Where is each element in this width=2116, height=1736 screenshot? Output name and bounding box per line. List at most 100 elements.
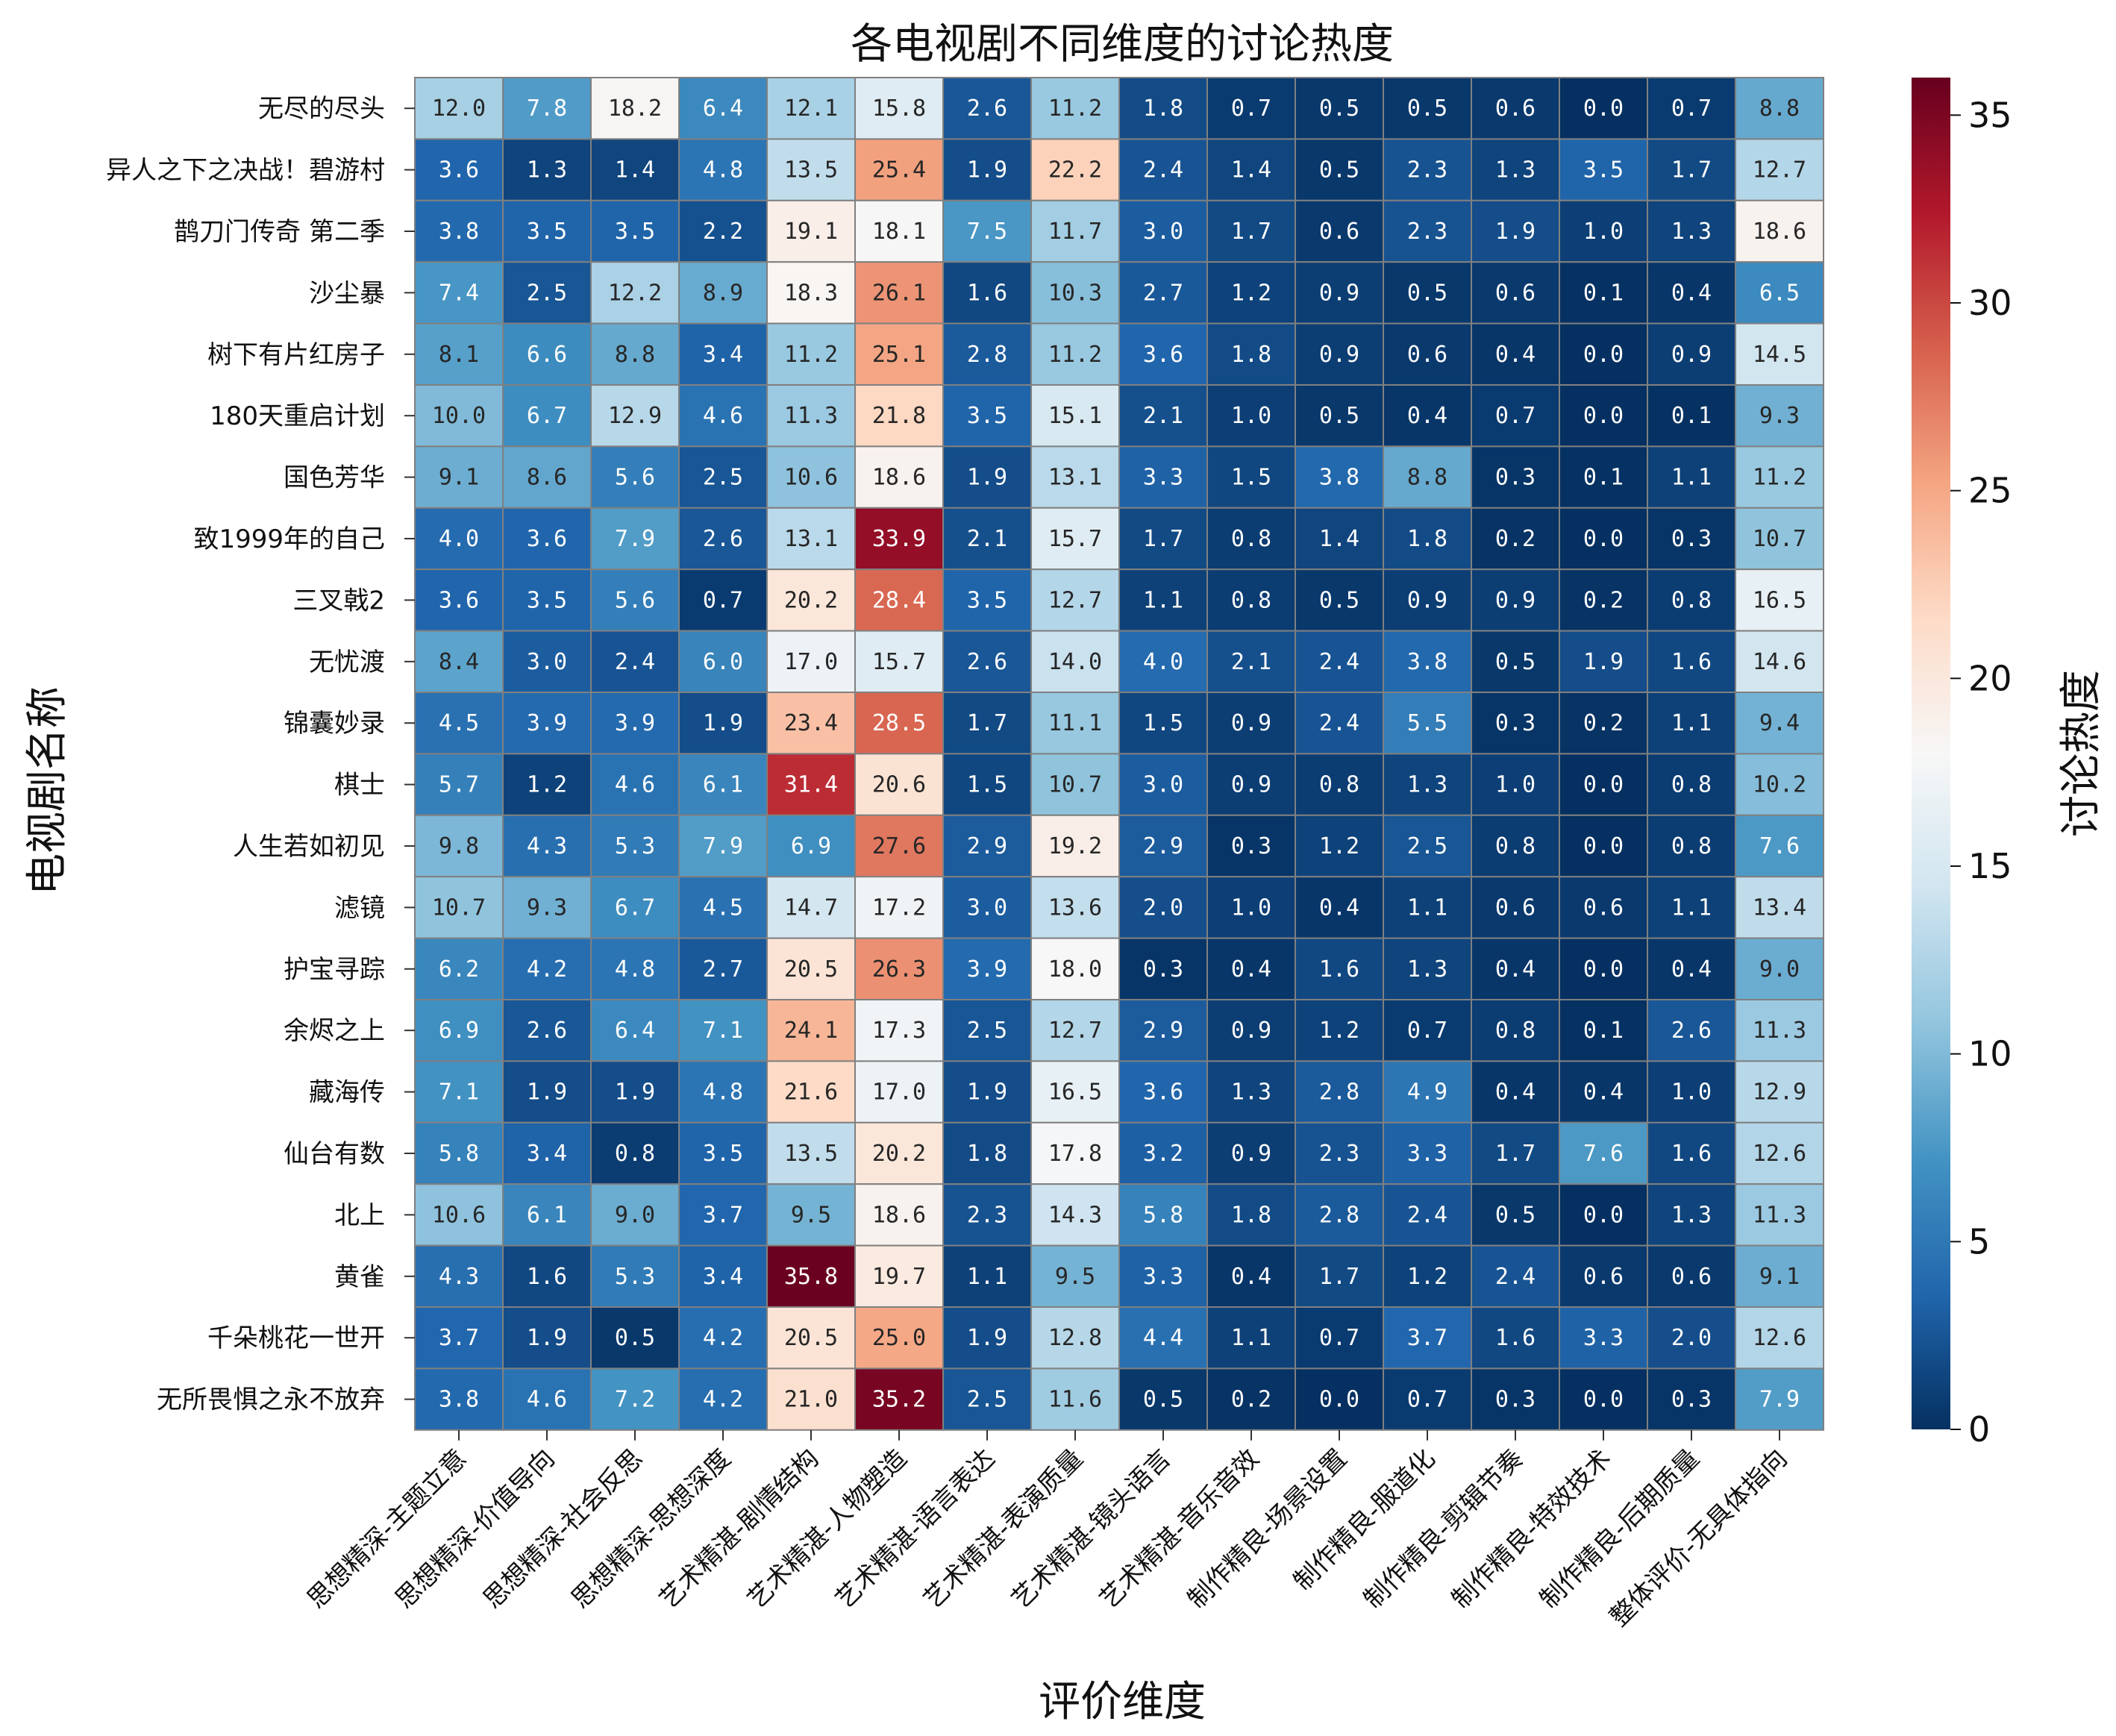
- heatmap-cell: [854, 322, 944, 386]
- cell-value-label: 19.1: [784, 219, 838, 245]
- heatmap-cell: [1118, 1183, 1208, 1247]
- heatmap-cell: [942, 814, 1032, 878]
- row-label: 滤镜: [334, 893, 385, 923]
- cell-value-label: 0.6: [1407, 342, 1447, 368]
- heatmap-cell: [1471, 261, 1560, 325]
- heatmap-cell: [766, 753, 856, 816]
- cell-value-label: 16.5: [1753, 587, 1806, 613]
- heatmap-cell: [1206, 1244, 1296, 1308]
- cell-value-label: 0.6: [1319, 219, 1359, 245]
- cell-value-label: 0.0: [1583, 772, 1624, 798]
- heatmap-cell: [854, 77, 944, 140]
- cell-value-label: 20.6: [872, 772, 926, 798]
- cell-value-label: 2.9: [1143, 1018, 1183, 1044]
- cell-value-label: 3.9: [527, 710, 567, 736]
- cell-value-label: 8.1: [439, 342, 479, 368]
- cell-value-label: 0.4: [1407, 403, 1447, 429]
- heatmap-cell: [1118, 876, 1208, 939]
- heatmap-cell: [942, 445, 1032, 509]
- cell-value-label: 17.2: [872, 894, 926, 921]
- heatmap-cell: [590, 692, 680, 755]
- column-label: 思想精深-价值导向: [389, 1444, 560, 1614]
- heatmap-cell: [1471, 138, 1560, 201]
- cell-value-label: 2.4: [1407, 1202, 1447, 1228]
- heatmap-cell: [854, 876, 944, 939]
- cell-value-label: 1.6: [527, 1264, 567, 1290]
- cell-value-label: 2.0: [1143, 894, 1183, 921]
- cell-value-label: 11.6: [1048, 1387, 1102, 1413]
- cell-value-label: 0.4: [1495, 342, 1536, 368]
- cell-value-label: 0.4: [1495, 956, 1536, 983]
- cell-value-label: 7.9: [615, 526, 655, 552]
- cell-value-label: 1.9: [703, 710, 743, 736]
- heatmap-cell: [678, 138, 768, 201]
- cell-value-label: 0.3: [1495, 1387, 1536, 1413]
- row-label: 鹊刀门传奇 第二季: [174, 217, 385, 247]
- cell-value-label: 4.5: [439, 710, 479, 736]
- cell-value-label: 2.5: [967, 1387, 1007, 1413]
- cell-value-label: 12.6: [1753, 1325, 1806, 1351]
- heatmap-cell: [1735, 1121, 1824, 1185]
- cell-value-label: 6.2: [439, 956, 479, 983]
- heatmap-cell: [1118, 507, 1208, 571]
- heatmap-cell: [854, 138, 944, 201]
- cell-value-label: 6.4: [615, 1018, 655, 1044]
- cell-value-label: 11.2: [1753, 465, 1806, 491]
- heatmap-cell: [590, 445, 680, 509]
- heatmap-cell: [766, 1060, 856, 1124]
- cell-value-label: 8.8: [1407, 465, 1447, 491]
- row-label: 无忧渡: [309, 648, 385, 677]
- cell-value-label: 1.7: [1143, 526, 1183, 552]
- cell-value-label: 14.6: [1753, 649, 1806, 675]
- cell-value-label: 21.8: [872, 403, 926, 429]
- cell-value-label: 0.8: [1671, 772, 1712, 798]
- heatmap-cell: [414, 814, 504, 878]
- cell-value-label: 11.1: [1048, 710, 1102, 736]
- cell-value-label: 1.0: [1231, 894, 1271, 921]
- heatmap-cell: [414, 568, 504, 632]
- row-label: 余烬之上: [284, 1016, 385, 1046]
- cell-value-label: 0.7: [1319, 1325, 1359, 1351]
- cell-value-label: 20.2: [784, 587, 838, 613]
- heatmap-cell: [1559, 1183, 1648, 1247]
- cell-value-label: 4.3: [439, 1264, 479, 1290]
- heatmap-cell: [502, 814, 592, 878]
- cell-value-label: 4.8: [703, 157, 743, 184]
- heatmap-cell: [1030, 199, 1120, 263]
- cell-value-label: 1.2: [1231, 280, 1271, 306]
- colorbar-label: 讨论热度: [2057, 670, 2106, 837]
- heatmap-cell: [1118, 1367, 1208, 1431]
- cell-value-label: 13.5: [784, 157, 838, 184]
- heatmap-cell: [502, 1306, 592, 1370]
- heatmap-cell: [1030, 77, 1120, 140]
- cell-value-label: 4.8: [615, 956, 655, 983]
- heatmap-cell: [678, 1367, 768, 1431]
- colorbar-tick-label: 15: [1968, 846, 2012, 886]
- cell-value-label: 1.3: [1671, 219, 1712, 245]
- heatmap-cell: [1471, 876, 1560, 939]
- cell-value-label: 16.5: [1048, 1079, 1102, 1106]
- cell-value-label: 4.6: [527, 1387, 567, 1413]
- cell-value-label: 0.5: [1407, 280, 1447, 306]
- heatmap-cells: 12.0 7.8 18.2 6.4 12.1 15.8 2.6 11.2 1.8 0.7 0.5 0.…: [414, 77, 1824, 1431]
- cell-value-label: 0.5: [1319, 403, 1359, 429]
- cell-value-label: 12.0: [432, 95, 486, 122]
- cell-value-label: 6.5: [1759, 280, 1800, 306]
- heatmap-cell: [502, 261, 592, 325]
- heatmap-cell: [502, 876, 592, 939]
- heatmap-cell: [1383, 77, 1472, 140]
- cell-value-label: 1.4: [1231, 157, 1271, 184]
- cell-value-label: 0.8: [1495, 833, 1536, 859]
- heatmap-cell: [590, 1121, 680, 1185]
- heatmap-cell: [1559, 322, 1648, 386]
- row-label: 锦囊妙录: [284, 709, 385, 739]
- heatmap-cell: [1295, 199, 1384, 263]
- heatmap-cell: [1735, 999, 1824, 1062]
- column-label: 思想精深-主题立意: [301, 1444, 472, 1614]
- cell-value-label: 2.6: [967, 649, 1007, 675]
- cell-value-label: 7.8: [527, 95, 567, 122]
- cell-value-label: 4.6: [703, 403, 743, 429]
- heatmap-cell: [1471, 322, 1560, 386]
- heatmap-cell: [678, 445, 768, 509]
- heatmap-cell: [1295, 753, 1384, 816]
